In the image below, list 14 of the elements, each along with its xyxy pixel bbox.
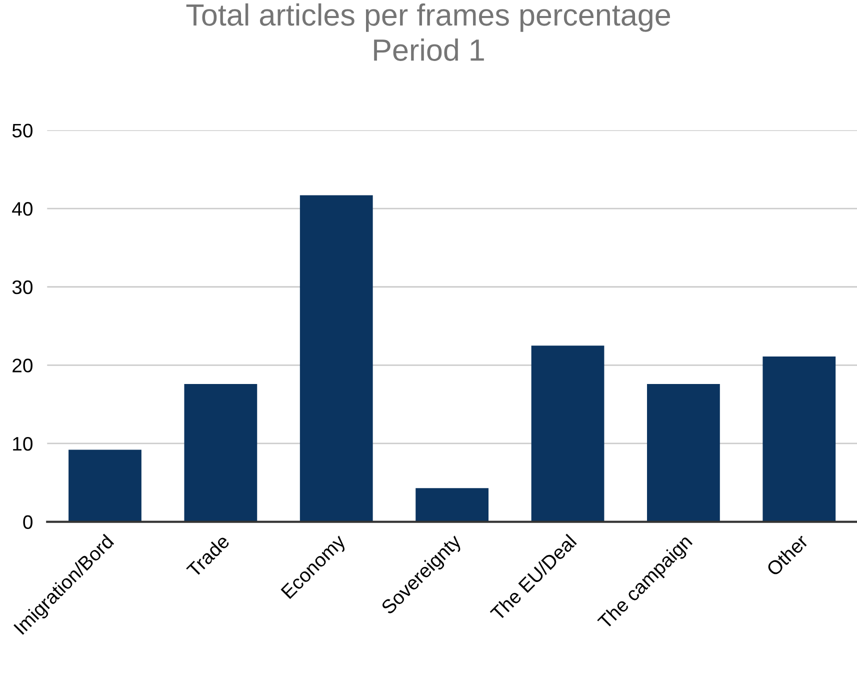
y-tick-label: 50 [12, 124, 32, 138]
y-tick-label: 10 [13, 436, 32, 451]
bar [68, 450, 142, 522]
bar [762, 356, 836, 522]
y-tick-label: 20 [12, 358, 32, 372]
y-tick-label: 0 [23, 515, 32, 530]
bar [184, 384, 258, 522]
bar [416, 488, 489, 522]
bar [531, 346, 604, 522]
y-tick-label: 40 [12, 202, 32, 216]
bar [300, 195, 373, 522]
y-tick-label: 30 [12, 280, 32, 294]
bar [647, 384, 720, 522]
chart-title: Total articles per frames percentage Period 1 [186, 3, 670, 61]
